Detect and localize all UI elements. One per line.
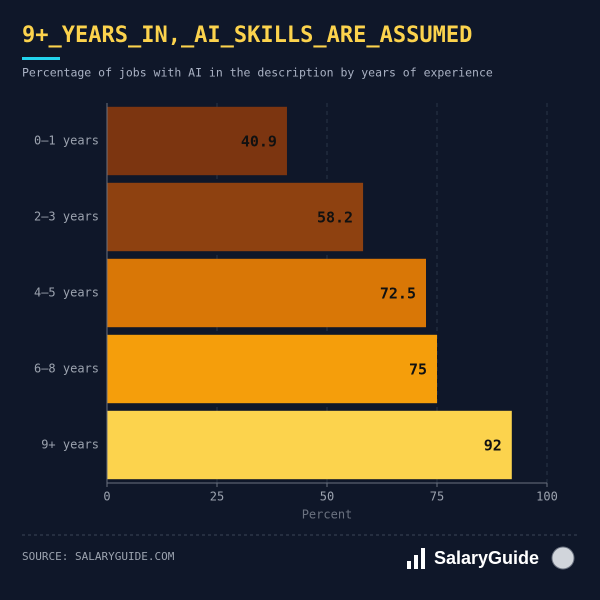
brand-icon xyxy=(407,548,425,569)
y-tick-label: 2–3 years xyxy=(34,210,99,224)
bar xyxy=(107,182,364,252)
icon-bar xyxy=(407,561,411,569)
title-accent xyxy=(22,57,60,60)
y-tick-label: 9+ years xyxy=(41,438,99,452)
bar xyxy=(107,410,512,480)
x-tick-label: 75 xyxy=(430,490,444,504)
chart-subtitle: Percentage of jobs with AI in the descri… xyxy=(22,66,493,80)
brand-badge xyxy=(551,546,575,570)
icon-bar xyxy=(414,555,418,569)
value-label: 40.9 xyxy=(241,133,277,151)
value-label: 58.2 xyxy=(317,209,353,227)
source: SOURCE: SALARYGUIDE.COM xyxy=(22,550,175,563)
bar xyxy=(107,106,287,176)
bar xyxy=(107,258,426,328)
bar xyxy=(107,334,437,404)
x-axis-title: Percent xyxy=(302,508,353,522)
brand-name: SalaryGuide xyxy=(434,548,539,568)
chart-title: 9+_YEARS_IN,_AI_SKILLS_ARE_ASSUMED xyxy=(22,23,472,48)
y-tick-label: 4–5 years xyxy=(34,286,99,300)
x-tick-label: 25 xyxy=(210,490,224,504)
value-label: 72.5 xyxy=(380,285,416,303)
y-tick-label: 6–8 years xyxy=(34,362,99,376)
value-label: 75 xyxy=(409,361,427,379)
y-tick-label: 0–1 years xyxy=(34,134,99,148)
value-label: 92 xyxy=(484,437,502,455)
x-tick-label: 0 xyxy=(103,490,110,504)
x-tick-label: 100 xyxy=(536,490,558,504)
x-tick-label: 50 xyxy=(320,490,334,504)
icon-bar xyxy=(421,548,425,569)
